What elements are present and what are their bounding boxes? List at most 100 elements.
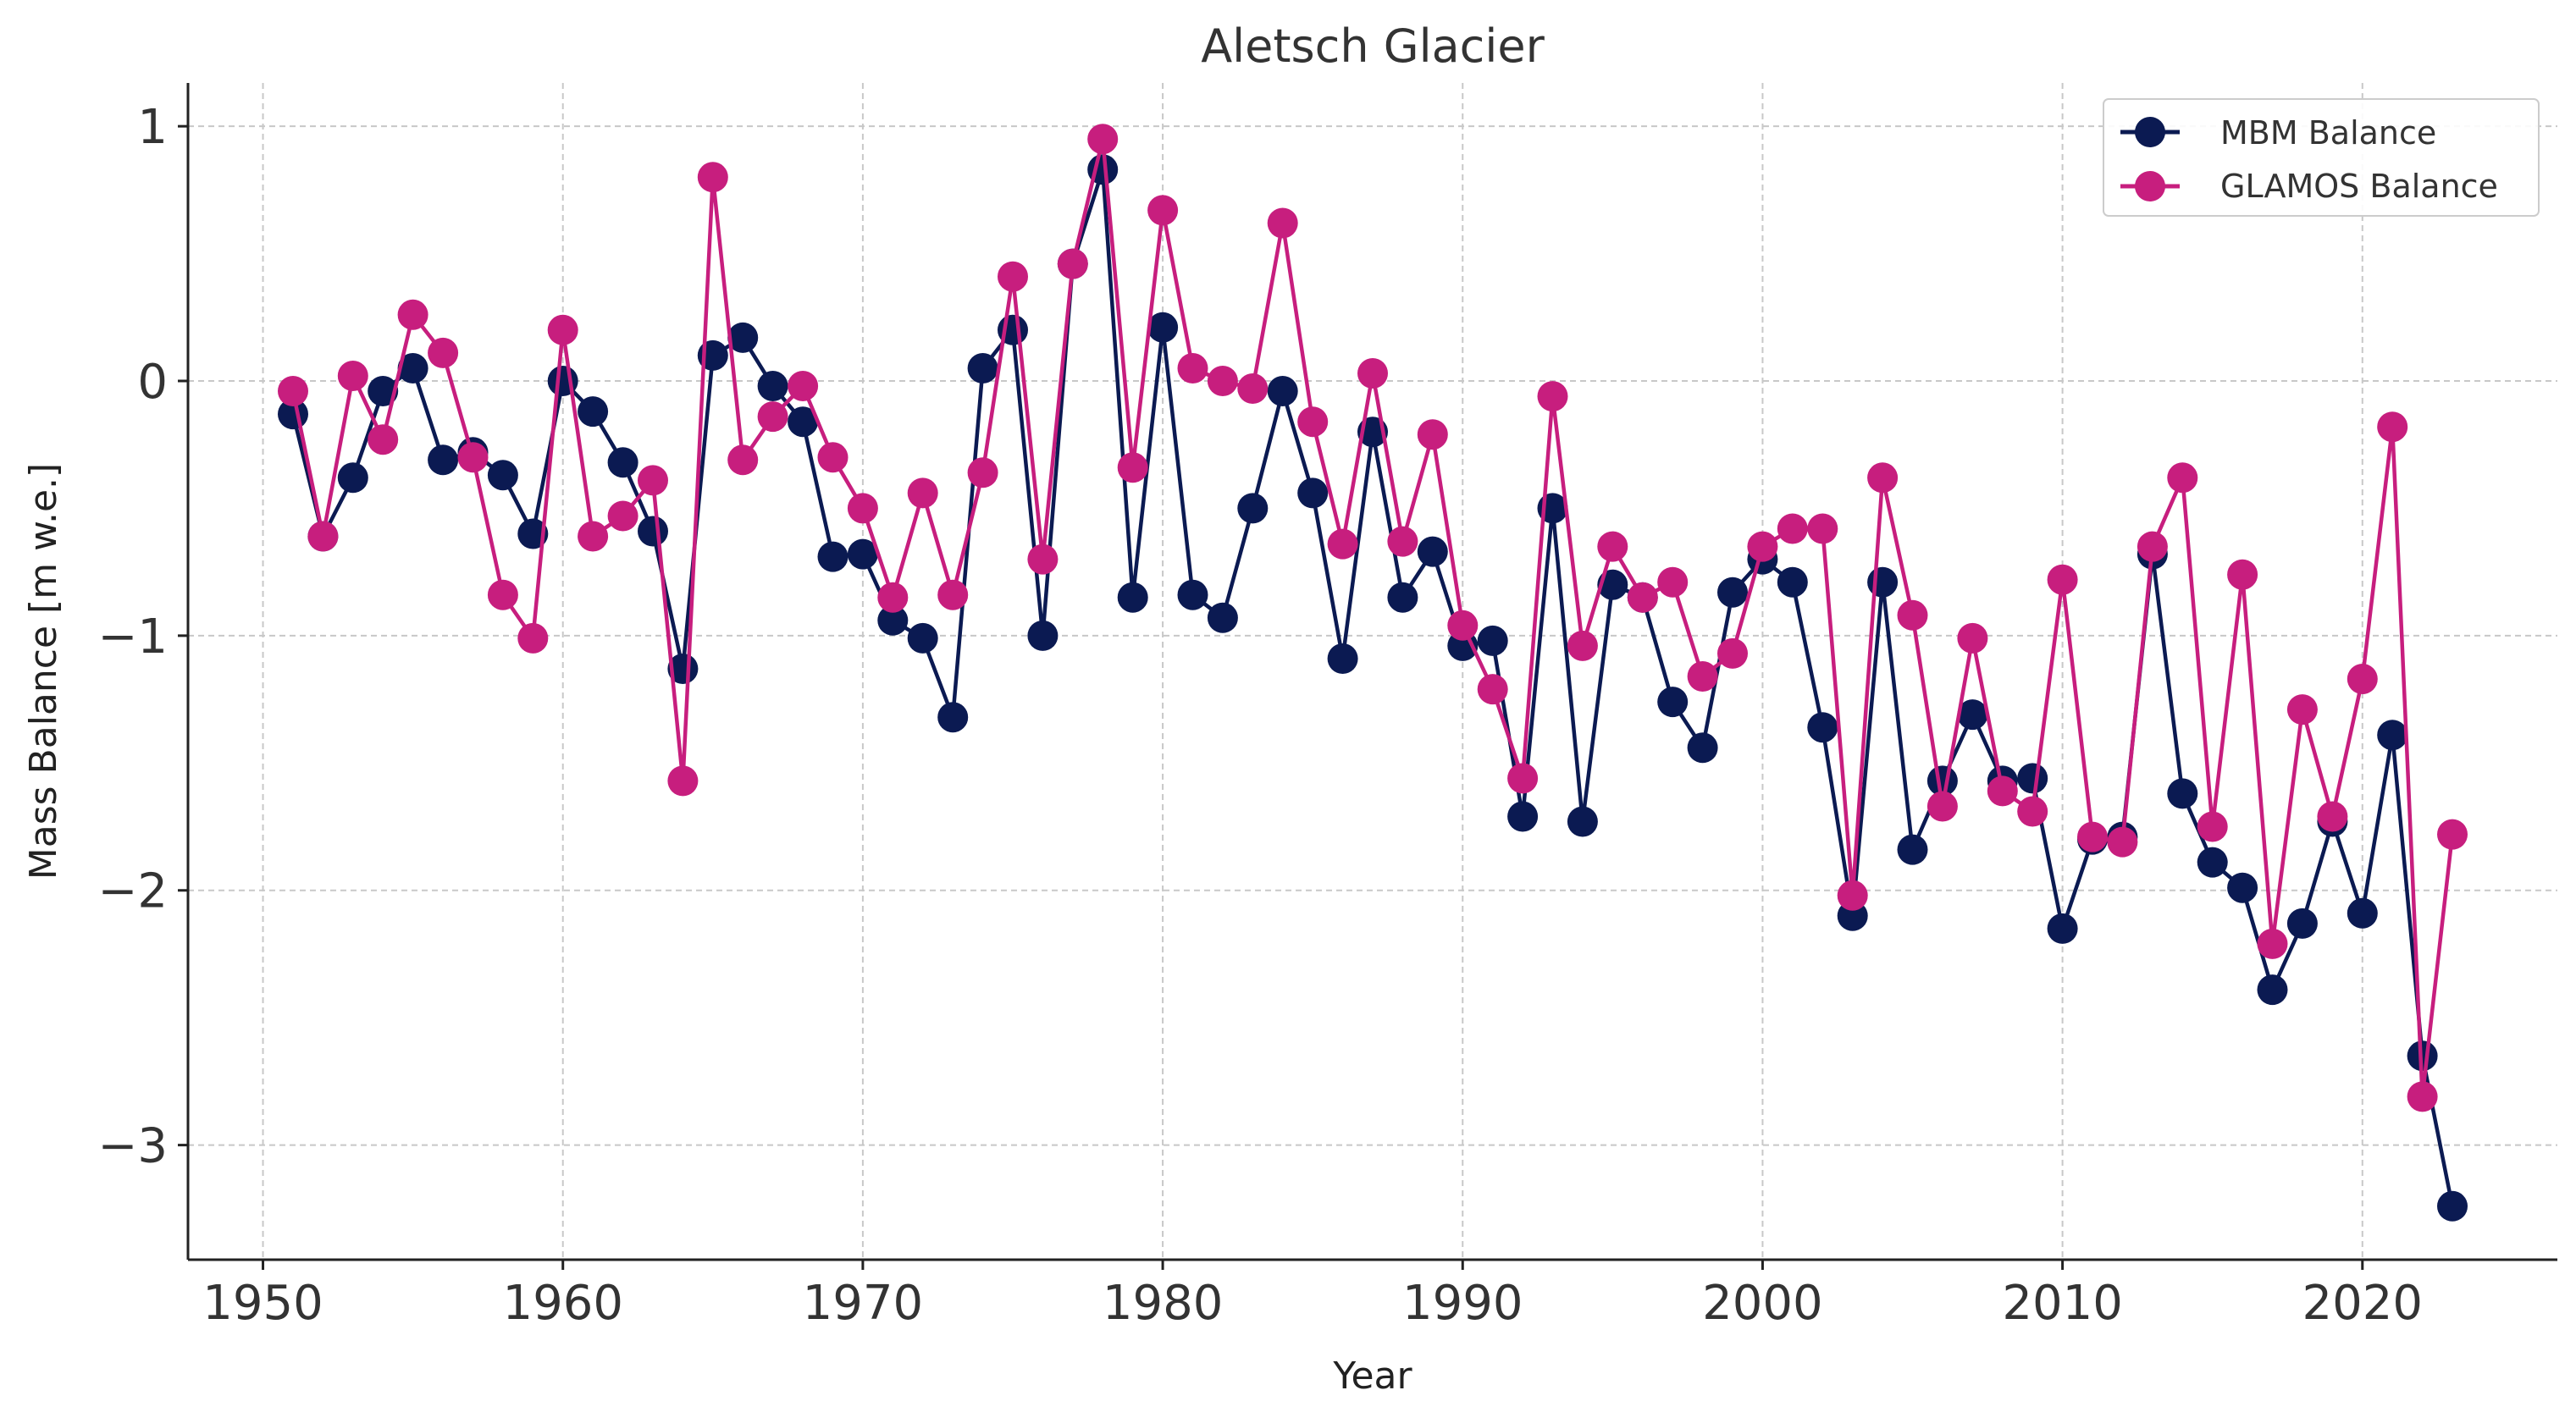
y-axis-title: Mass Balance [m w.e.] (22, 463, 65, 880)
data-point-glamos-balance (727, 444, 759, 476)
data-point-glamos-balance (877, 582, 909, 613)
data-point-glamos-balance (607, 500, 638, 532)
data-point-glamos-balance (337, 361, 368, 391)
y-tick-label: 0 (137, 355, 168, 410)
data-point-glamos-balance (457, 442, 489, 473)
data-point-mbm-balance (2017, 763, 2048, 794)
data-point-mbm-balance (907, 622, 938, 654)
data-point-mbm-balance (1417, 536, 1448, 567)
axes (186, 83, 2557, 1261)
series-glamos-balance (278, 124, 2468, 1112)
data-point-glamos-balance (547, 314, 578, 345)
y-tick-label: −2 (97, 864, 168, 919)
data-point-glamos-balance (2137, 531, 2168, 562)
data-point-mbm-balance (2347, 897, 2378, 929)
data-point-mbm-balance (2197, 847, 2228, 878)
data-point-mbm-balance (2227, 872, 2258, 903)
data-point-glamos-balance (2047, 564, 2078, 595)
data-point-mbm-balance (1867, 566, 1899, 598)
data-point-glamos-balance (2167, 462, 2198, 494)
data-point-mbm-balance (817, 541, 849, 572)
data-point-mbm-balance (2167, 778, 2198, 809)
data-point-mbm-balance (1147, 312, 1179, 343)
legend-label-mbm: MBM Balance (2220, 114, 2436, 152)
data-point-glamos-balance (1597, 531, 1628, 562)
data-point-mbm-balance (2377, 720, 2408, 751)
x-tick-label: 2010 (2002, 1276, 2123, 1331)
data-point-mbm-balance (607, 447, 638, 478)
data-point-mbm-balance (428, 444, 459, 476)
data-point-glamos-balance (2347, 664, 2378, 694)
y-tick-label: 1 (137, 100, 168, 155)
data-point-glamos-balance (1417, 419, 1448, 450)
data-point-mbm-balance (2047, 913, 2078, 944)
data-point-glamos-balance (517, 622, 549, 654)
data-point-glamos-balance (1627, 582, 1658, 613)
data-point-glamos-balance (578, 521, 609, 552)
y-tick-label: −1 (97, 610, 168, 665)
data-point-glamos-balance (1926, 791, 1958, 822)
data-point-glamos-balance (998, 261, 1028, 292)
data-point-mbm-balance (937, 702, 969, 733)
data-point-glamos-balance (667, 765, 699, 797)
data-point-glamos-balance (1717, 637, 1748, 669)
data-point-glamos-balance (1507, 763, 1539, 794)
data-point-glamos-balance (278, 376, 308, 406)
data-point-glamos-balance (1807, 513, 1838, 544)
x-axis-title: Year (1332, 1355, 1412, 1398)
tick-marks-and-labels: 1950 1960 1970 1980 1990 2000 2010 2020 1 0 −1 −2 −3 (97, 100, 2423, 1331)
x-tick-label: 2000 (1702, 1276, 1823, 1331)
data-point-mbm-balance (1657, 687, 1689, 718)
data-point-glamos-balance (2286, 694, 2318, 726)
y-tick-label: −3 (97, 1119, 168, 1174)
data-point-mbm-balance (638, 516, 668, 547)
x-tick-label: 1990 (1402, 1276, 1523, 1331)
data-point-glamos-balance (1567, 630, 1598, 661)
data-point-glamos-balance (1357, 358, 1388, 389)
data-point-glamos-balance (1897, 599, 1928, 631)
data-point-glamos-balance (1687, 661, 1718, 692)
data-point-mbm-balance (1897, 834, 1928, 865)
data-point-glamos-balance (937, 579, 969, 610)
data-point-mbm-balance (1507, 801, 1539, 832)
data-point-mbm-balance (967, 353, 998, 383)
data-point-glamos-balance (1867, 462, 1899, 494)
x-tick-label: 1960 (502, 1276, 623, 1331)
data-point-mbm-balance (1117, 582, 1148, 613)
data-point-glamos-balance (487, 579, 518, 610)
data-point-glamos-balance (788, 371, 819, 401)
data-point-glamos-balance (1477, 674, 1508, 705)
data-point-mbm-balance (1177, 579, 1208, 610)
data-point-mbm-balance (2257, 974, 2288, 1006)
data-point-mbm-balance (1777, 566, 1808, 598)
x-tick-label: 1980 (1103, 1276, 1224, 1331)
data-point-glamos-balance (2317, 801, 2348, 832)
data-point-mbm-balance (1207, 602, 1238, 633)
data-point-mbm-balance (1267, 376, 1298, 406)
data-point-glamos-balance (2017, 796, 2048, 827)
data-series (278, 124, 2468, 1222)
data-point-mbm-balance (727, 322, 759, 353)
data-point-glamos-balance (2197, 811, 2228, 842)
data-point-glamos-balance (397, 299, 428, 330)
data-point-mbm-balance (1807, 712, 1838, 743)
data-point-mbm-balance (1387, 582, 1418, 613)
x-tick-label: 1950 (202, 1276, 323, 1331)
data-point-glamos-balance (2107, 826, 2138, 858)
data-point-glamos-balance (1237, 373, 1269, 404)
data-point-mbm-balance (1687, 732, 1718, 764)
legend-marker-glamos (2135, 171, 2165, 201)
data-point-glamos-balance (817, 442, 849, 473)
data-point-glamos-balance (1957, 622, 1988, 654)
legend-marker-mbm (2135, 117, 2165, 147)
data-point-glamos-balance (1747, 531, 1778, 562)
data-point-glamos-balance (1657, 566, 1689, 598)
data-point-mbm-balance (1027, 620, 1059, 651)
data-point-mbm-balance (1477, 625, 1508, 656)
data-point-glamos-balance (307, 521, 339, 552)
data-point-glamos-balance (697, 162, 728, 193)
data-point-glamos-balance (1207, 366, 1238, 396)
data-point-glamos-balance (1387, 526, 1418, 557)
data-point-mbm-balance (1957, 699, 1988, 731)
